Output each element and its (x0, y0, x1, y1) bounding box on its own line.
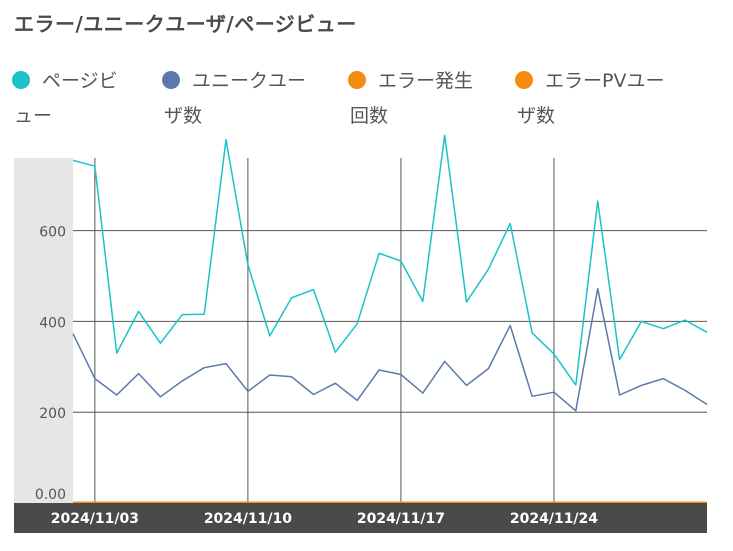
y-tick-label-1: 200 (39, 406, 66, 422)
chart-title: エラー/ユニークユーザ/ページビュー (14, 12, 357, 36)
legend-label-unique-users: ユニークユー (192, 70, 307, 92)
y-tick-label-2: 400 (39, 315, 66, 331)
legend-item-unique-users[interactable]: ユニークユー ザ数 (150, 64, 306, 134)
legend-item-pageviews[interactable]: ページビ ュー (0, 64, 150, 134)
legend-label-error-pv-users: エラーPVユー (545, 70, 665, 92)
y-tick-label-3: 600 (39, 225, 66, 241)
legend-label-pageviews: ページビ (42, 70, 118, 92)
legend-label-error-count: エラー発生 (378, 70, 474, 92)
x-tick-label-1: 2024/11/10 (204, 511, 292, 527)
legend-swatch-unique-users (162, 71, 180, 89)
legend-item-error-pv-users[interactable]: エラーPVユー ザ数 (503, 64, 733, 134)
legend-label-error-count-cont: 回数 (350, 105, 389, 127)
legend-swatch-error-pv-users (515, 71, 533, 89)
x-axis-band (14, 503, 707, 533)
x-tick-label-2: 2024/11/17 (357, 511, 445, 527)
legend-label-pageviews-cont: ュー (14, 105, 53, 127)
x-tick-label-3: 2024/11/24 (510, 511, 598, 527)
x-tick-label-0: 2024/11/03 (51, 511, 139, 527)
legend-swatch-pageviews (12, 71, 30, 89)
series-line-0 (72, 134, 708, 386)
legend-item-error-count[interactable]: エラー発生 回数 (336, 64, 486, 134)
chart-legend: ページビ ュー ユニークユー ザ数 エラー発生 回数 エラーPVユー ザ数 (0, 64, 733, 144)
legend-label-error-pv-users-cont: ザ数 (517, 105, 556, 127)
y-tick-label-0: 0.00 (35, 487, 66, 503)
legend-swatch-error-count (348, 71, 366, 89)
legend-label-unique-users-cont: ザ数 (164, 105, 203, 127)
y-axis-band (14, 158, 73, 503)
series-line-1 (72, 287, 708, 412)
